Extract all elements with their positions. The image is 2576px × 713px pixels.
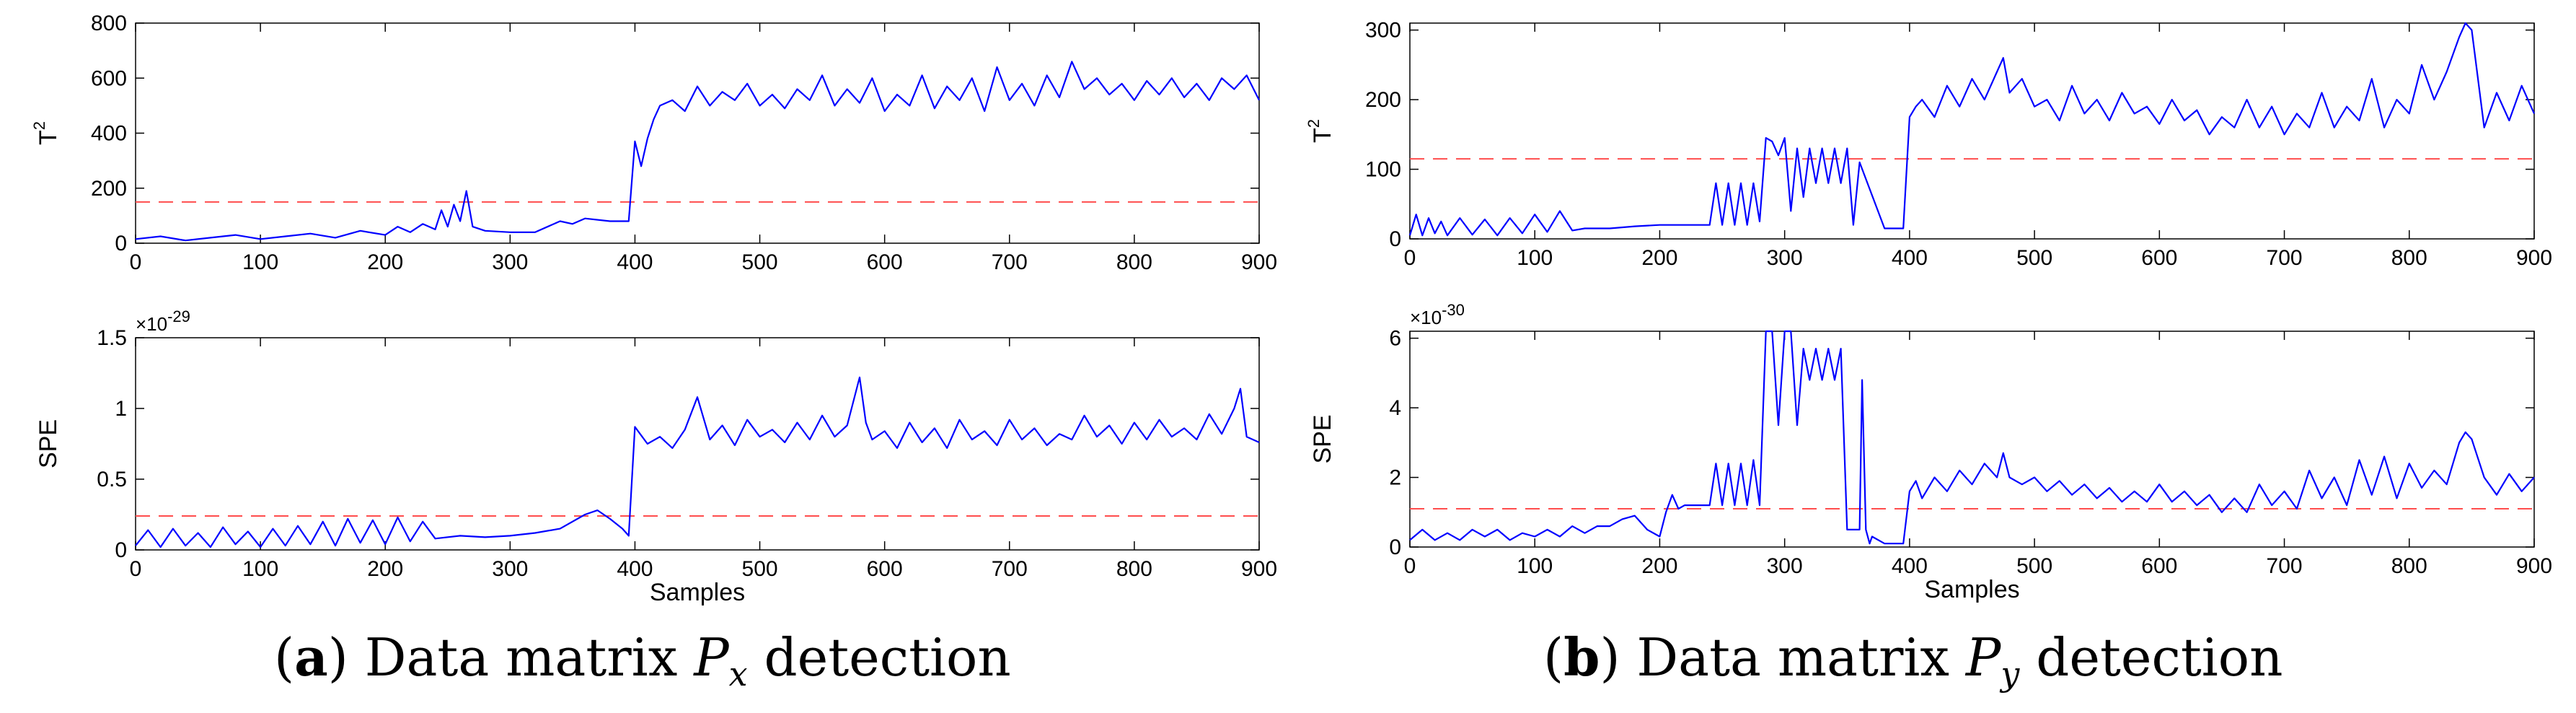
chart-b-t2: 0 100 200 300 400 500 600 700 800 900 0 100 200 300 T2 (1305, 19, 2552, 270)
scale-exponent: ×10-29 (136, 307, 190, 335)
series-line (135, 376, 1260, 548)
y-axis-label-superscript: 2 (30, 121, 48, 130)
x-tick-label: 400 (617, 250, 653, 274)
scale-exponent-power: -29 (167, 307, 190, 325)
caption-subscript: y (2001, 655, 2020, 694)
x-tick-label: 300 (492, 557, 528, 581)
y-tick-label: 600 (91, 66, 127, 90)
x-tick-label: 900 (2516, 554, 2552, 578)
x-tick-label: 200 (1641, 554, 1677, 578)
x-tick-label: 800 (2391, 246, 2427, 270)
x-tick-label: 600 (2141, 246, 2177, 270)
x-tick-label: 0 (130, 250, 142, 274)
caption-label: a (294, 626, 328, 688)
y-tick-label: 0 (115, 538, 127, 562)
x-tick-label: 600 (867, 250, 903, 274)
y-axis-label: T2 (1305, 119, 1336, 143)
y-axis-label: T2 (30, 121, 62, 145)
x-tick-label: 500 (2016, 246, 2052, 270)
x-tick-label: 200 (367, 557, 403, 581)
x-tick-label: 800 (1116, 557, 1152, 581)
caption-text: Data matrix (364, 627, 678, 688)
x-tick-label: 0 (1404, 246, 1416, 270)
plot-frame (1409, 22, 2535, 240)
y-tick-label: 200 (1365, 88, 1401, 112)
caption-variable: P (694, 627, 729, 688)
y-tick-label: 400 (91, 122, 127, 146)
x-tick-label: 300 (492, 250, 528, 274)
x-tick-label: 300 (1767, 246, 1803, 270)
y-tick-label: 0 (1389, 227, 1401, 251)
scale-exponent-power: -30 (1442, 301, 1465, 319)
y-tick-label: 200 (91, 177, 127, 201)
plot-frame (135, 337, 1260, 551)
x-tick-label: 100 (242, 250, 278, 274)
x-tick-label: 200 (367, 250, 403, 274)
caption-panel-a: (a) Data matrix Px detection (274, 626, 1011, 694)
series-line (1409, 330, 2535, 545)
y-tick-label: 800 (91, 12, 127, 35)
x-tick-label: 0 (130, 557, 142, 581)
x-tick-label: 800 (1116, 250, 1152, 274)
x-axis-label: Samples (650, 579, 745, 606)
scale-exponent: ×10-30 (1410, 301, 1465, 328)
x-tick-label: 0 (1404, 554, 1416, 578)
x-tick-label: 600 (2141, 554, 2177, 578)
y-tick-label: 6 (1389, 327, 1401, 351)
x-tick-label: 900 (2516, 246, 2552, 270)
y-tick-label: 2 (1389, 466, 1401, 490)
y-tick-label: 0 (1389, 535, 1401, 559)
chart-a-spe: 0 100 200 300 400 500 600 700 800 900 0 0.5 1 1.5 SPE ×… (35, 307, 1277, 606)
x-tick-label: 100 (1517, 554, 1553, 578)
caption-suffix: detection (764, 627, 1011, 688)
x-tick-label: 100 (242, 557, 278, 581)
plot-frame (1409, 331, 2535, 548)
plot-frame (135, 22, 1260, 244)
caption-variable: P (1965, 627, 2001, 688)
x-tick-label: 600 (867, 557, 903, 581)
x-tick-label: 700 (992, 557, 1028, 581)
chart-b-spe: 0 100 200 300 400 500 600 700 800 900 0 2 4 6 SPE ×10-3… (1309, 301, 2552, 603)
x-axis-label: Samples (1924, 576, 2019, 603)
x-tick-label: 200 (1641, 246, 1677, 270)
y-tick-label: 100 (1365, 158, 1401, 182)
y-tick-label: 4 (1389, 396, 1401, 420)
x-tick-label: 700 (2267, 554, 2303, 578)
y-tick-label: 0.5 (97, 468, 127, 491)
caption-label: b (1563, 626, 1600, 688)
caption-suffix: detection (2036, 627, 2283, 688)
caption-text: Data matrix (1636, 627, 1950, 688)
x-tick-label: 300 (1767, 554, 1803, 578)
y-tick-label: 1 (115, 397, 127, 421)
series-line (135, 61, 1260, 242)
y-tick-label: 0 (115, 232, 127, 255)
chart-a-t2: 0 100 200 300 400 500 600 700 800 900 0 200 400 600 80… (30, 12, 1277, 274)
x-tick-label: 400 (617, 557, 653, 581)
x-tick-label: 800 (2391, 554, 2427, 578)
x-tick-label: 700 (992, 250, 1028, 274)
x-tick-label: 500 (742, 557, 778, 581)
x-tick-label: 400 (1892, 554, 1928, 578)
x-tick-label: 500 (2016, 554, 2052, 578)
caption-subscript: x (728, 655, 748, 694)
series-line (1408, 22, 2536, 237)
x-tick-label: 400 (1892, 246, 1928, 270)
y-axis-label: SPE (35, 419, 62, 468)
y-axis-label-superscript: 2 (1305, 119, 1323, 128)
x-tick-label: 900 (1241, 557, 1277, 581)
x-tick-label: 100 (1517, 246, 1553, 270)
y-axis-label: SPE (1309, 414, 1336, 463)
y-tick-label: 300 (1365, 19, 1401, 43)
x-tick-label: 500 (742, 250, 778, 274)
caption-panel-b: (b) Data matrix Py detection (1543, 626, 2283, 694)
x-tick-label: 700 (2267, 246, 2303, 270)
x-tick-label: 900 (1241, 250, 1277, 274)
y-tick-label: 1.5 (97, 326, 127, 350)
